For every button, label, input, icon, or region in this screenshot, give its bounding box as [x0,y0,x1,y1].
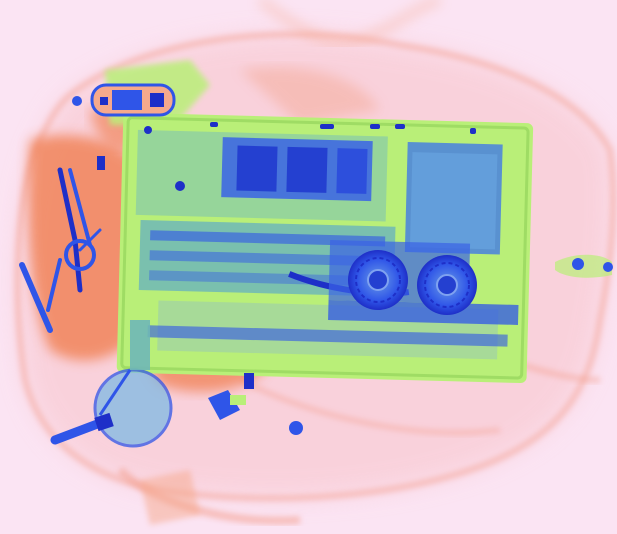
pen-icon [19,262,53,333]
fan-icon [348,250,408,310]
bag-rivet-icon [72,96,82,106]
zipper-icon [555,254,613,278]
fan-icon [417,255,477,315]
laptop-icon [116,112,534,384]
key-icon [46,156,105,312]
plug-icon [50,412,114,445]
laptop-screws [144,122,476,191]
metal-clutter [208,373,303,435]
disc-icon [93,320,173,448]
charger-icon [90,83,176,117]
